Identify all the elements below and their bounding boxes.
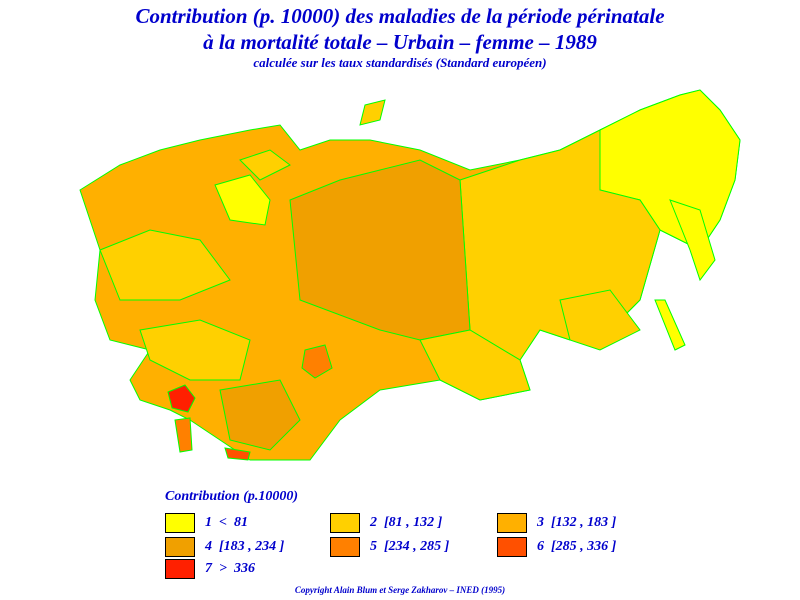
- copyright: Copyright Alain Blum et Serge Zakharov –…: [294, 585, 506, 595]
- region: [289, 159, 471, 341]
- legend-swatch: [165, 537, 195, 557]
- legend-swatch: [497, 513, 527, 533]
- legend-swatch: [330, 537, 360, 557]
- novaya-zemlya: [359, 99, 386, 126]
- legend-title: Contribution (p.10000): [165, 489, 299, 504]
- legend-label: 5 [234 , 285 ]: [370, 539, 450, 554]
- legend-swatch: [330, 513, 360, 533]
- title: à la mortalité totale – Urbain – femme –…: [203, 30, 597, 54]
- sakhalin: [654, 299, 686, 351]
- legend-swatch: [497, 537, 527, 557]
- legend-label: 3 [132 , 183 ]: [537, 515, 617, 530]
- legend-item: 5 [234 , 285 ]: [330, 537, 449, 557]
- region: [99, 229, 231, 301]
- subtitle: calculée sur les taux standardisés (Stan…: [253, 55, 547, 70]
- map: [79, 89, 741, 461]
- legend-label: 7 > 336: [205, 561, 255, 576]
- region: [559, 289, 641, 351]
- region: [174, 417, 193, 453]
- region: [301, 344, 333, 379]
- legend-item: 1 < 81: [165, 513, 248, 533]
- title: Contribution (p. 10000) des maladies de …: [135, 4, 665, 28]
- region: [167, 384, 196, 413]
- region: [419, 329, 531, 401]
- legend-item: 4 [183 , 234 ]: [165, 537, 284, 557]
- legend-item: 3 [132 , 183 ]: [497, 513, 616, 533]
- legend-label: 6 [285 , 336 ]: [537, 539, 617, 554]
- kola: [239, 149, 291, 181]
- region: [224, 447, 251, 461]
- legend-swatch: [165, 559, 195, 579]
- legend-item: 2 [81 , 132 ]: [330, 513, 442, 533]
- kamchatka: [669, 199, 716, 282]
- legend-label: 1 < 81: [205, 515, 248, 530]
- region: [139, 319, 251, 381]
- legend-label: 4 [183 , 234 ]: [205, 539, 285, 554]
- legend-item: 6 [285 , 336 ]: [497, 537, 616, 557]
- region: [219, 379, 301, 451]
- legend-swatch: [165, 513, 195, 533]
- legend-label: 2 [81 , 132 ]: [370, 515, 443, 530]
- region: [214, 174, 271, 226]
- legend-item: 7 > 336: [165, 559, 255, 579]
